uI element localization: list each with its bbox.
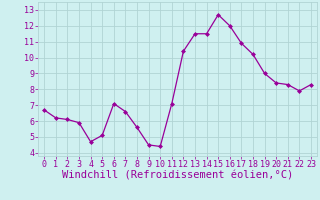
X-axis label: Windchill (Refroidissement éolien,°C): Windchill (Refroidissement éolien,°C)	[62, 171, 293, 181]
